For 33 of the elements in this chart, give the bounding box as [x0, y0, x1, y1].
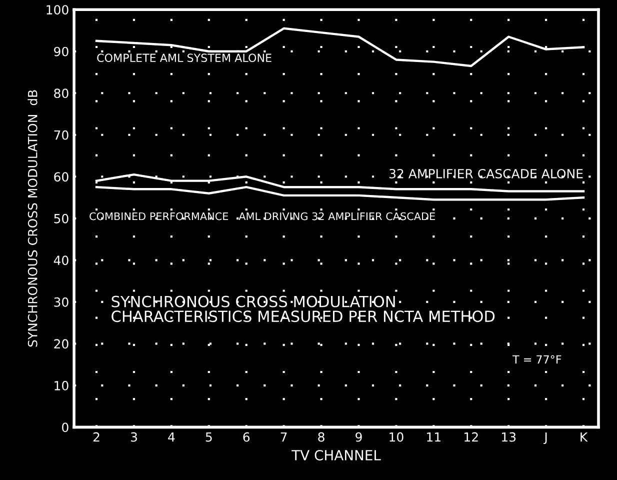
y-tick-label: 80: [54, 88, 68, 98]
x-tick-label: 2: [93, 432, 100, 442]
x-tick-label: 6: [243, 432, 250, 442]
y-tick-label: 70: [54, 130, 68, 140]
x-tick-label: K: [580, 432, 588, 442]
y-tick-label: 90: [54, 46, 68, 56]
y-tick-label: 40: [54, 256, 68, 266]
x-tick-label: 7: [280, 432, 287, 442]
x-tick-label: 8: [318, 432, 324, 442]
series-label: COMBINED PERFORMANCE AML DRIVING 32 AMPLIFIER CASCADE: [90, 212, 435, 220]
annotation: T = 77°F: [512, 355, 562, 364]
annotation: SYNCHRONOUS CROSS MODULATION CHARACTERISTICS MEASURED PER NCTA METHOD: [112, 296, 495, 322]
series-label: 32 AMPLIFIER CASCADE ALONE: [389, 168, 583, 178]
y-tick-label: 60: [54, 172, 68, 182]
x-tick-label: 11: [427, 432, 440, 442]
x-tick-label: 13: [502, 432, 516, 442]
x-tick-label: J: [544, 432, 547, 444]
x-axis-title: TV CHANNEL: [292, 450, 381, 460]
y-tick-label: 100: [46, 5, 68, 15]
y-tick-label: 20: [54, 339, 68, 349]
y-axis-title: SYNCHRONOUS CROSS MODULATION dB: [28, 90, 38, 347]
y-tick-label: 30: [54, 297, 68, 307]
y-tick-label: 50: [54, 214, 68, 224]
x-tick-label: 9: [356, 432, 362, 442]
x-tick-label: 10: [390, 432, 404, 442]
series-label: COMPLETE AML SYSTEM ALONE: [97, 54, 272, 62]
y-tick-label: 0: [62, 422, 68, 432]
x-tick-label: 3: [130, 432, 137, 442]
y-tick-label: 10: [54, 380, 68, 390]
line-series: [95, 186, 585, 201]
x-tick-label: 4: [168, 432, 175, 442]
x-tick-label: 5: [206, 432, 212, 442]
x-tick-label: 12: [464, 432, 478, 442]
